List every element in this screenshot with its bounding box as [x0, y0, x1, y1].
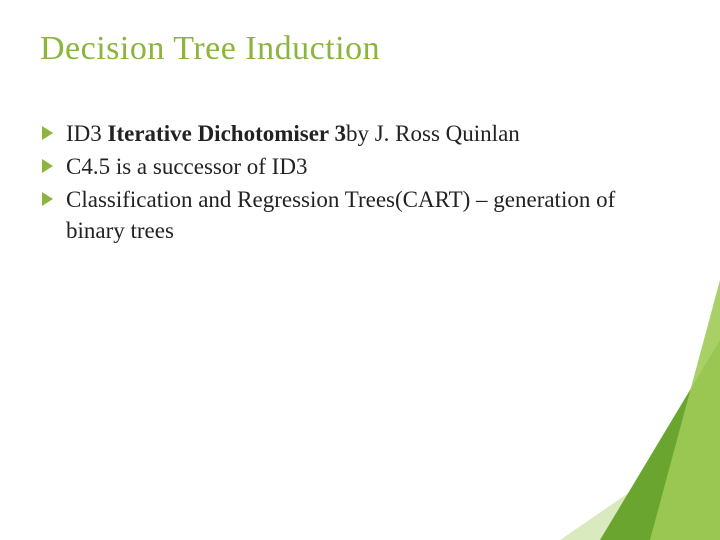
bullet-text-prefix: C4.5 is a successor of ID3: [66, 154, 307, 179]
list-item: C4.5 is a successor of ID3: [40, 151, 670, 182]
slide-title: Decision Tree Induction: [40, 30, 670, 68]
bullet-text-bold: Iterative Dichotomiser 3: [108, 121, 346, 146]
bullet-text-prefix: ID3: [66, 121, 108, 146]
bullet-list: ID3 Iterative Dichotomiser 3by J. Ross Q…: [40, 118, 670, 246]
slide: Decision Tree Induction ID3 Iterative Di…: [0, 0, 720, 540]
list-item: Classification and Regression Trees(CART…: [40, 184, 670, 246]
bullet-text-prefix: Classification and Regression Trees(CART…: [66, 187, 615, 243]
list-item: ID3 Iterative Dichotomiser 3by J. Ross Q…: [40, 118, 670, 149]
bullet-text-suffix: by J. Ross Quinlan: [346, 121, 520, 146]
corner-decoration-icon: [650, 280, 720, 540]
